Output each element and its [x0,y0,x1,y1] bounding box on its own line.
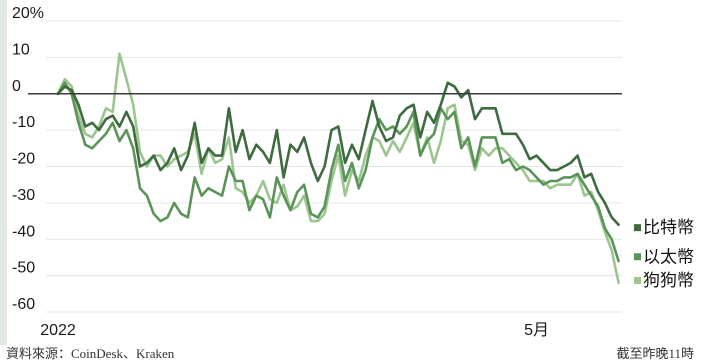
y-tick-label: 10 [12,41,30,58]
y-tick-label: 20% [12,5,44,22]
series-line [56,52,620,285]
legend-swatch [634,253,641,261]
y-tick-label: -60 [12,296,35,313]
legend-swatch [634,224,641,232]
timestamp-note: 截至昨晚11時 [616,346,694,361]
x-tick-label: 2022 [40,322,76,339]
legend-label: 比特幣 [643,218,694,238]
series-line [56,81,620,226]
y-tick-label: -30 [12,187,35,204]
series-line [56,81,620,263]
legend-label: 以太幣 [643,247,694,267]
y-tick-label: -10 [12,114,35,131]
source-caption: 資料來源：CoinDesk、Kraken [6,346,175,361]
y-tick-label: -40 [12,223,35,240]
y-tick-label: -20 [12,151,35,168]
left-accent-strip [0,0,7,345]
legend-swatch [634,276,641,284]
legend-label: 狗狗幣 [643,271,694,291]
x-tick-label: 5月 [524,322,549,339]
y-tick-label: -50 [12,260,35,277]
y-tick-label: 0 [12,78,21,95]
